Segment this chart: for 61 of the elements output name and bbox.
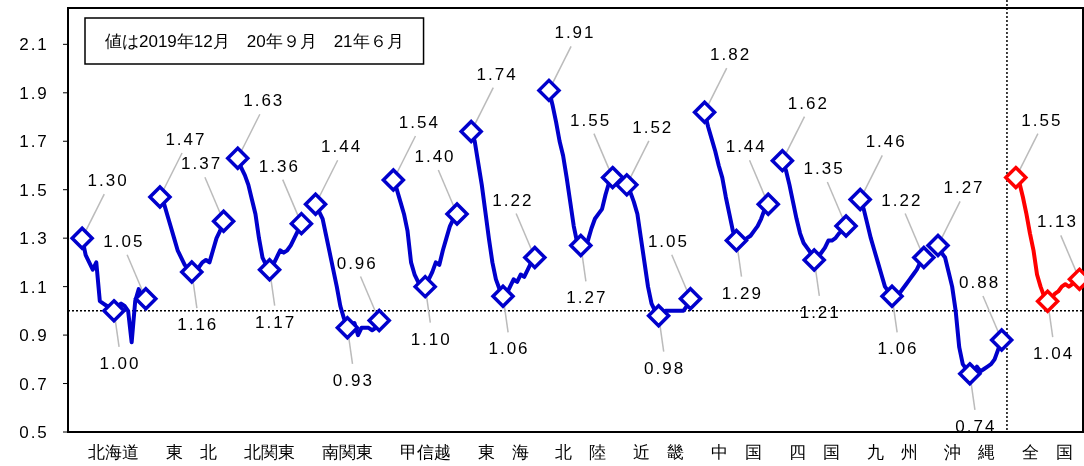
ytick: 0.7 [19,374,49,394]
ytick: 1.5 [19,180,49,200]
label: 1.62 [787,93,829,113]
xtick: 北海道 [88,443,140,462]
label: 1.55 [570,110,612,130]
xtick: 近 畿 [633,443,685,462]
label: 1.22 [492,190,534,210]
xtick: 東 海 [477,443,529,462]
label: 1.46 [865,132,907,152]
label: 1.27 [566,288,608,308]
ytick: 0.9 [19,326,49,346]
label: 0.88 [959,272,1001,292]
label: 1.06 [877,339,919,359]
label: 0.98 [644,358,686,378]
label: 1.27 [943,178,985,198]
label: 1.29 [721,283,763,303]
label: 1.10 [410,329,452,349]
ytick: 1.9 [19,83,49,103]
xtick: 沖 縄 [944,443,996,462]
label: 0.96 [336,253,378,273]
label: 1.40 [414,146,456,166]
label: 1.37 [181,154,223,174]
label: 1.30 [87,171,129,191]
label: 1.06 [488,339,530,359]
label: 1.35 [803,159,845,179]
label: 1.74 [476,64,518,84]
label: 1.16 [177,315,219,335]
ytick: 2.1 [19,35,49,55]
label: 1.82 [710,45,752,65]
label: 1.91 [554,23,596,43]
label: 1.05 [103,231,145,251]
xtick: 甲信越 [399,443,451,462]
xtick: 四 国 [788,443,840,462]
ytick: 1.1 [19,277,49,297]
ytick: 1.7 [19,132,49,152]
annotation: 値は2019年12月 20年９月 21年６月 [105,32,404,51]
label: 1.47 [165,130,207,149]
xtick: 東 北 [166,443,218,462]
label: 1.05 [647,231,689,251]
xtick: 中 国 [710,443,762,462]
ytick: 0.5 [19,423,49,442]
label: 1.54 [398,113,440,132]
label: 1.52 [632,117,674,137]
xtick: 南関東 [321,443,373,462]
label: 1.63 [243,91,285,111]
label: 1.04 [1033,344,1075,364]
label: 1.36 [258,156,300,176]
xtick: 北関東 [244,443,296,462]
xtick: 全 国 [1022,443,1074,462]
label: 1.55 [1021,110,1063,130]
xtick: 北 陸 [555,443,607,462]
label: 0.93 [332,370,374,390]
label: 1.21 [799,303,841,322]
label: 1.13 [1036,212,1078,232]
label: 1.22 [881,190,923,210]
ytick: 1.3 [19,229,49,249]
label: 1.44 [725,137,767,157]
label: 1.00 [99,353,141,373]
label: 1.44 [321,137,363,157]
label: 1.17 [255,312,297,332]
xtick: 九 州 [866,443,918,462]
